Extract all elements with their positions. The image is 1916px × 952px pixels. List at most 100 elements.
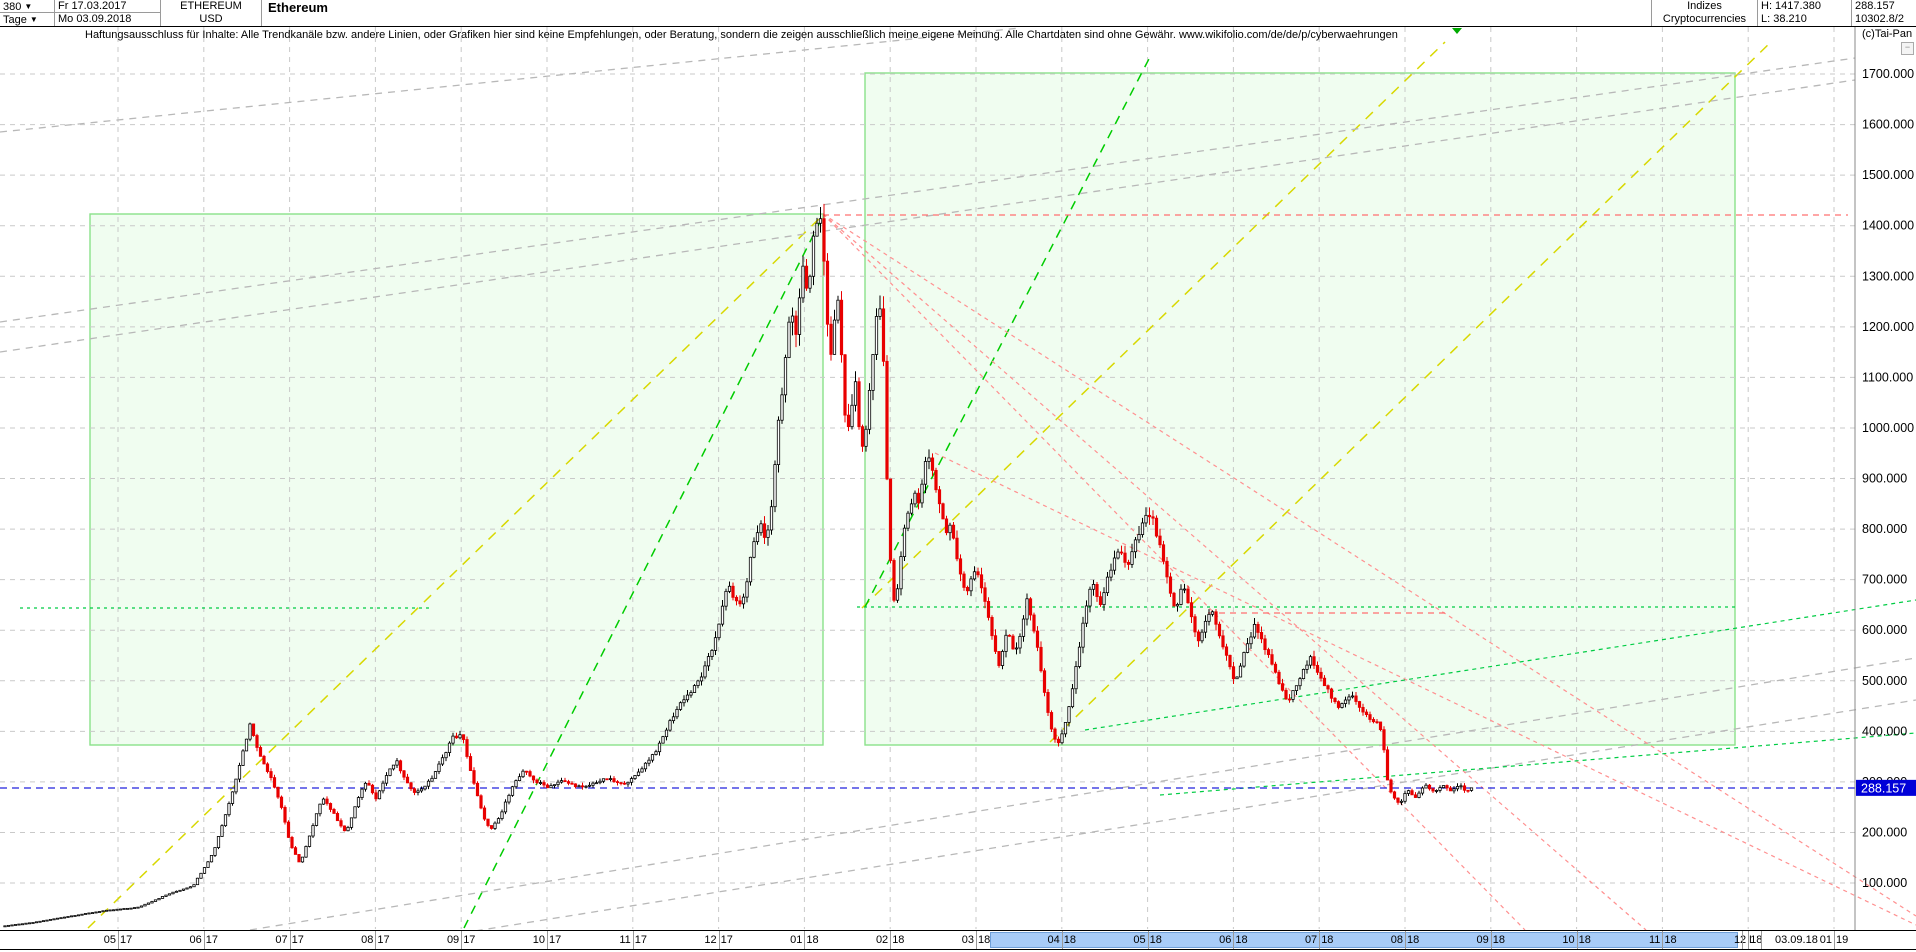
candle-body <box>1256 623 1260 633</box>
candle-body <box>279 796 284 808</box>
y-axis-tick-label: 1000.000 <box>1862 421 1914 435</box>
green-trend-2[interactable] <box>864 54 1152 608</box>
minimize-icon[interactable]: − <box>1901 42 1914 55</box>
candle-body <box>545 784 550 789</box>
candle-body <box>1179 588 1183 605</box>
candle-body <box>685 694 690 701</box>
red-fan-4[interactable] <box>934 452 1916 926</box>
candle-body <box>549 785 553 789</box>
candle-body <box>419 788 424 792</box>
candle-body <box>629 778 634 783</box>
candle-body <box>367 782 371 786</box>
gray-channel-4[interactable] <box>249 657 1916 931</box>
candle-body <box>486 818 490 826</box>
gray-channel-5[interactable] <box>449 699 1916 936</box>
yellow-support-3[interactable] <box>1049 39 1774 743</box>
candle-body <box>1105 576 1110 594</box>
candle-body <box>538 782 543 784</box>
candle-body <box>202 867 207 874</box>
yellow-support-2[interactable] <box>861 41 1446 609</box>
red-fan-2[interactable] <box>822 213 1647 931</box>
candle-body <box>1263 638 1267 651</box>
candle-body <box>850 404 854 428</box>
candle-body <box>1196 631 1201 642</box>
candle-body <box>818 218 823 224</box>
red-fan-1[interactable] <box>822 213 1526 931</box>
period-dropdown[interactable]: 380 ▼ <box>0 0 54 13</box>
month-label: 08 <box>361 934 374 946</box>
candle-body <box>958 558 963 575</box>
candle-body <box>591 782 595 786</box>
y-axis-tick-label: 700.000 <box>1862 573 1907 587</box>
candle-body <box>430 777 434 782</box>
green-support-diag-2[interactable] <box>1159 732 1916 796</box>
yellow-support-1[interactable] <box>87 213 825 929</box>
date-from[interactable]: Fr 17.03.2017 <box>55 0 160 13</box>
month-label: 01 <box>1819 934 1832 946</box>
candle-body <box>122 908 126 910</box>
high-low-cell: H: 1417.380 L: 38.210 <box>1758 0 1852 26</box>
time-axis-bar[interactable]: 05 17 06 17 07 17 08 17 09 17 10 17 11 17 12 17 01 18 02 18… <box>0 930 1916 950</box>
candle-body <box>1354 695 1358 702</box>
candle-body <box>654 751 658 755</box>
year-label: 18 <box>1578 934 1591 946</box>
candle-body <box>976 571 980 576</box>
candle-body <box>741 596 746 605</box>
month-label: 10 <box>1562 934 1575 946</box>
y-axis-tick-label: 1400.000 <box>1862 219 1914 233</box>
gray-channel-1[interactable] <box>0 57 1856 323</box>
candle-body <box>1028 598 1033 616</box>
candle-body <box>1000 651 1005 666</box>
candle-body <box>255 735 259 748</box>
symbol-name: ETHEREUM <box>180 0 242 12</box>
candle-body <box>115 908 119 911</box>
category-cell[interactable]: Indizes Cryptocurrencies <box>1652 0 1758 26</box>
category-line2: Cryptocurrencies <box>1662 13 1747 25</box>
candle-body <box>797 297 802 335</box>
secondary-price: 10302.8/2 <box>1855 13 1904 25</box>
period-unit-dropdown[interactable]: Tage ▼ <box>3 14 38 26</box>
candle-body <box>132 907 137 909</box>
candle-body <box>899 556 903 590</box>
candle-body <box>1112 557 1117 571</box>
y-axis-tick-label: 1700.000 <box>1862 67 1914 81</box>
candle-body <box>916 492 921 504</box>
candle-body <box>1126 561 1131 565</box>
y-axis-tick-label: 600.000 <box>1862 623 1907 637</box>
candle-body <box>608 778 613 780</box>
month-tick <box>890 931 892 949</box>
symbol-cell: ETHEREUM USD <box>161 0 262 26</box>
candle-body <box>570 782 574 785</box>
candle-body <box>307 835 312 847</box>
candle-body <box>1434 790 1439 792</box>
candle-body <box>216 836 221 848</box>
month-tick <box>547 931 548 949</box>
candle-body <box>412 788 417 793</box>
candle-body <box>706 656 711 667</box>
month-tick <box>632 931 634 949</box>
candle-body <box>1298 678 1302 687</box>
candle-body <box>1063 722 1068 735</box>
candle-body <box>965 586 970 592</box>
red-fan-3[interactable] <box>822 213 1916 917</box>
candle-body <box>237 765 242 780</box>
candle-body <box>1217 623 1222 637</box>
gray-channel-3[interactable] <box>0 27 1021 133</box>
date-to[interactable]: Mo 03.09.2018 <box>58 13 132 25</box>
candle-body <box>804 265 809 289</box>
candle-body <box>1266 649 1271 656</box>
candle-body <box>150 901 154 904</box>
year-label: 17 <box>291 934 304 946</box>
gray-channel-2[interactable] <box>0 79 1856 353</box>
candle-body <box>1200 631 1204 642</box>
candle-body <box>801 265 805 299</box>
candle-body <box>1385 749 1390 781</box>
green-trend-1[interactable] <box>463 213 825 929</box>
candle-body <box>1056 738 1061 744</box>
year-label: 18 <box>1149 934 1162 946</box>
candle-body <box>871 354 875 391</box>
candle-body <box>1308 656 1313 666</box>
candle-body <box>286 821 291 838</box>
candle-body <box>185 887 189 890</box>
